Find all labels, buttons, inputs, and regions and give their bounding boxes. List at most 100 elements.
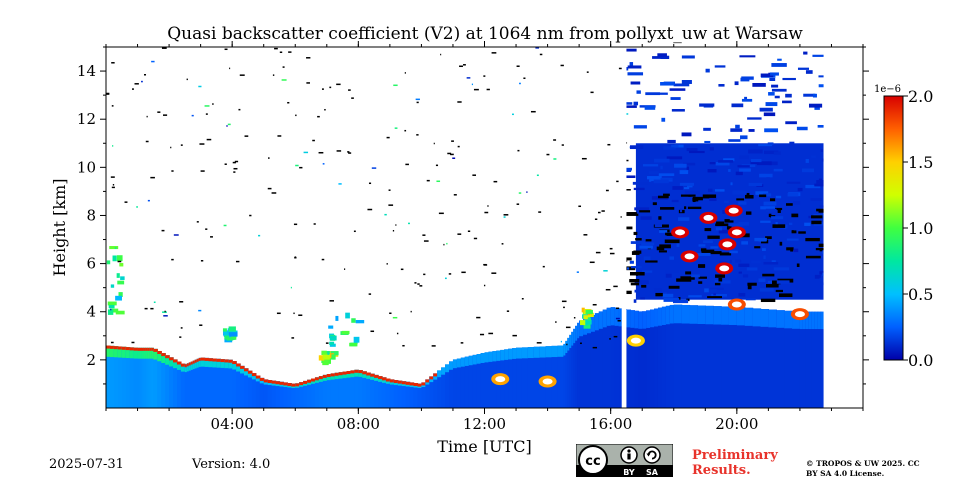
noise-pixel — [431, 345, 436, 347]
sa-icon — [643, 446, 661, 464]
bl-column — [212, 358, 217, 408]
cirrus-speckle — [659, 244, 671, 249]
cirrus-speckle — [718, 160, 734, 163]
noise-pixel — [592, 346, 598, 349]
bl-top-band — [808, 311, 813, 330]
cirrus-speckle — [630, 241, 645, 244]
bl-top-band — [811, 311, 816, 330]
bl-top-band — [184, 364, 188, 373]
bl-column — [598, 311, 604, 408]
noise-pixel — [144, 307, 148, 310]
bl-top-band — [705, 305, 714, 325]
bl-top-band — [594, 313, 600, 331]
cirrus-speckle — [702, 194, 717, 199]
bl-edge — [255, 375, 261, 379]
bl-top-band — [247, 370, 253, 378]
cirrus-speckle — [633, 101, 639, 106]
noise-pixel — [448, 273, 452, 275]
noise-pixel — [450, 153, 454, 156]
bl-column — [689, 305, 699, 408]
bl-edge — [184, 364, 188, 368]
noise-pixel — [603, 270, 608, 272]
bl-column — [784, 310, 793, 408]
cloud-feature — [715, 262, 734, 275]
noise-pixel — [404, 129, 407, 132]
noise-pixel — [200, 170, 205, 172]
cirrus-speckle — [805, 237, 820, 242]
cirrus-speckle — [772, 280, 781, 285]
cirrus-speckle — [687, 206, 702, 210]
cirrus-speckle — [745, 298, 756, 301]
noise-pixel — [223, 224, 227, 227]
bl-top-band — [190, 361, 194, 370]
bl-edge — [350, 370, 355, 374]
bl-column — [557, 345, 564, 408]
cloud-feature — [626, 334, 645, 347]
bl-column — [145, 347, 148, 408]
noise-pixel — [597, 211, 601, 214]
bl-edge — [153, 348, 158, 352]
bl-top-band — [106, 345, 111, 357]
noise-pixel — [583, 234, 588, 236]
aerosol-cell — [107, 309, 114, 315]
cirrus-speckle — [775, 289, 783, 293]
cirrus-speckle — [762, 193, 772, 197]
bl-column — [802, 311, 807, 408]
noise-pixel — [405, 163, 409, 166]
noise-pixel — [338, 183, 342, 185]
noise-pixel — [173, 234, 179, 236]
cirrus-speckle — [646, 176, 662, 180]
noise-pixel — [516, 203, 520, 205]
aerosol-cell — [328, 325, 334, 329]
bl-top-band — [496, 350, 501, 361]
bl-column — [299, 382, 304, 408]
bl-edge — [141, 347, 145, 351]
cirrus-speckle — [770, 72, 779, 76]
cirrus-speckle — [750, 158, 762, 163]
y-tick-label: 8 — [86, 206, 96, 224]
cirrus-speckle — [797, 187, 803, 192]
x-tick-label: 08:00 — [337, 415, 380, 433]
cirrus-speckle — [774, 95, 780, 99]
bl-top-band — [480, 353, 486, 363]
bl-column — [594, 313, 600, 408]
bl-edge — [311, 378, 316, 382]
cirrus-speckle — [773, 151, 781, 155]
bl-top-band — [117, 346, 123, 358]
bl-top-band — [533, 346, 541, 358]
aerosol-cell — [349, 342, 358, 347]
cirrus-speckle — [714, 280, 731, 284]
cirrus-speckle — [698, 244, 706, 247]
bl-edge — [358, 370, 363, 374]
cirrus-speckle — [689, 150, 705, 154]
cirrus-speckle — [709, 162, 719, 165]
cirrus-speckle — [643, 256, 651, 261]
cirrus-speckle — [663, 146, 676, 150]
cirrus-speckle — [698, 281, 703, 284]
bl-top-band — [512, 348, 517, 359]
bl-column — [429, 376, 434, 408]
bl-column — [626, 309, 631, 408]
bl-top-band — [634, 310, 639, 329]
cirrus-speckle — [626, 105, 637, 108]
version-label: Version: 4.0 — [192, 457, 271, 472]
bl-column — [129, 347, 135, 408]
noise-pixel — [512, 113, 514, 116]
bl-column — [381, 377, 387, 408]
noise-pixel — [110, 176, 115, 178]
cirrus-speckle — [681, 55, 695, 59]
noise-pixel — [491, 52, 497, 54]
noise-pixel — [111, 105, 114, 107]
cirrus-speckle — [732, 190, 747, 195]
noise-pixel — [153, 301, 156, 304]
bl-edge — [169, 357, 174, 361]
bl-top-band — [618, 308, 624, 327]
bl-column — [405, 381, 411, 408]
aerosol-cell — [222, 328, 227, 332]
bl-column — [433, 373, 438, 408]
cirrus-speckle — [737, 165, 750, 168]
bl-edge — [236, 363, 241, 367]
noise-pixel — [146, 115, 148, 118]
cirrus-speckle — [742, 274, 749, 278]
bl-edge — [283, 382, 288, 386]
